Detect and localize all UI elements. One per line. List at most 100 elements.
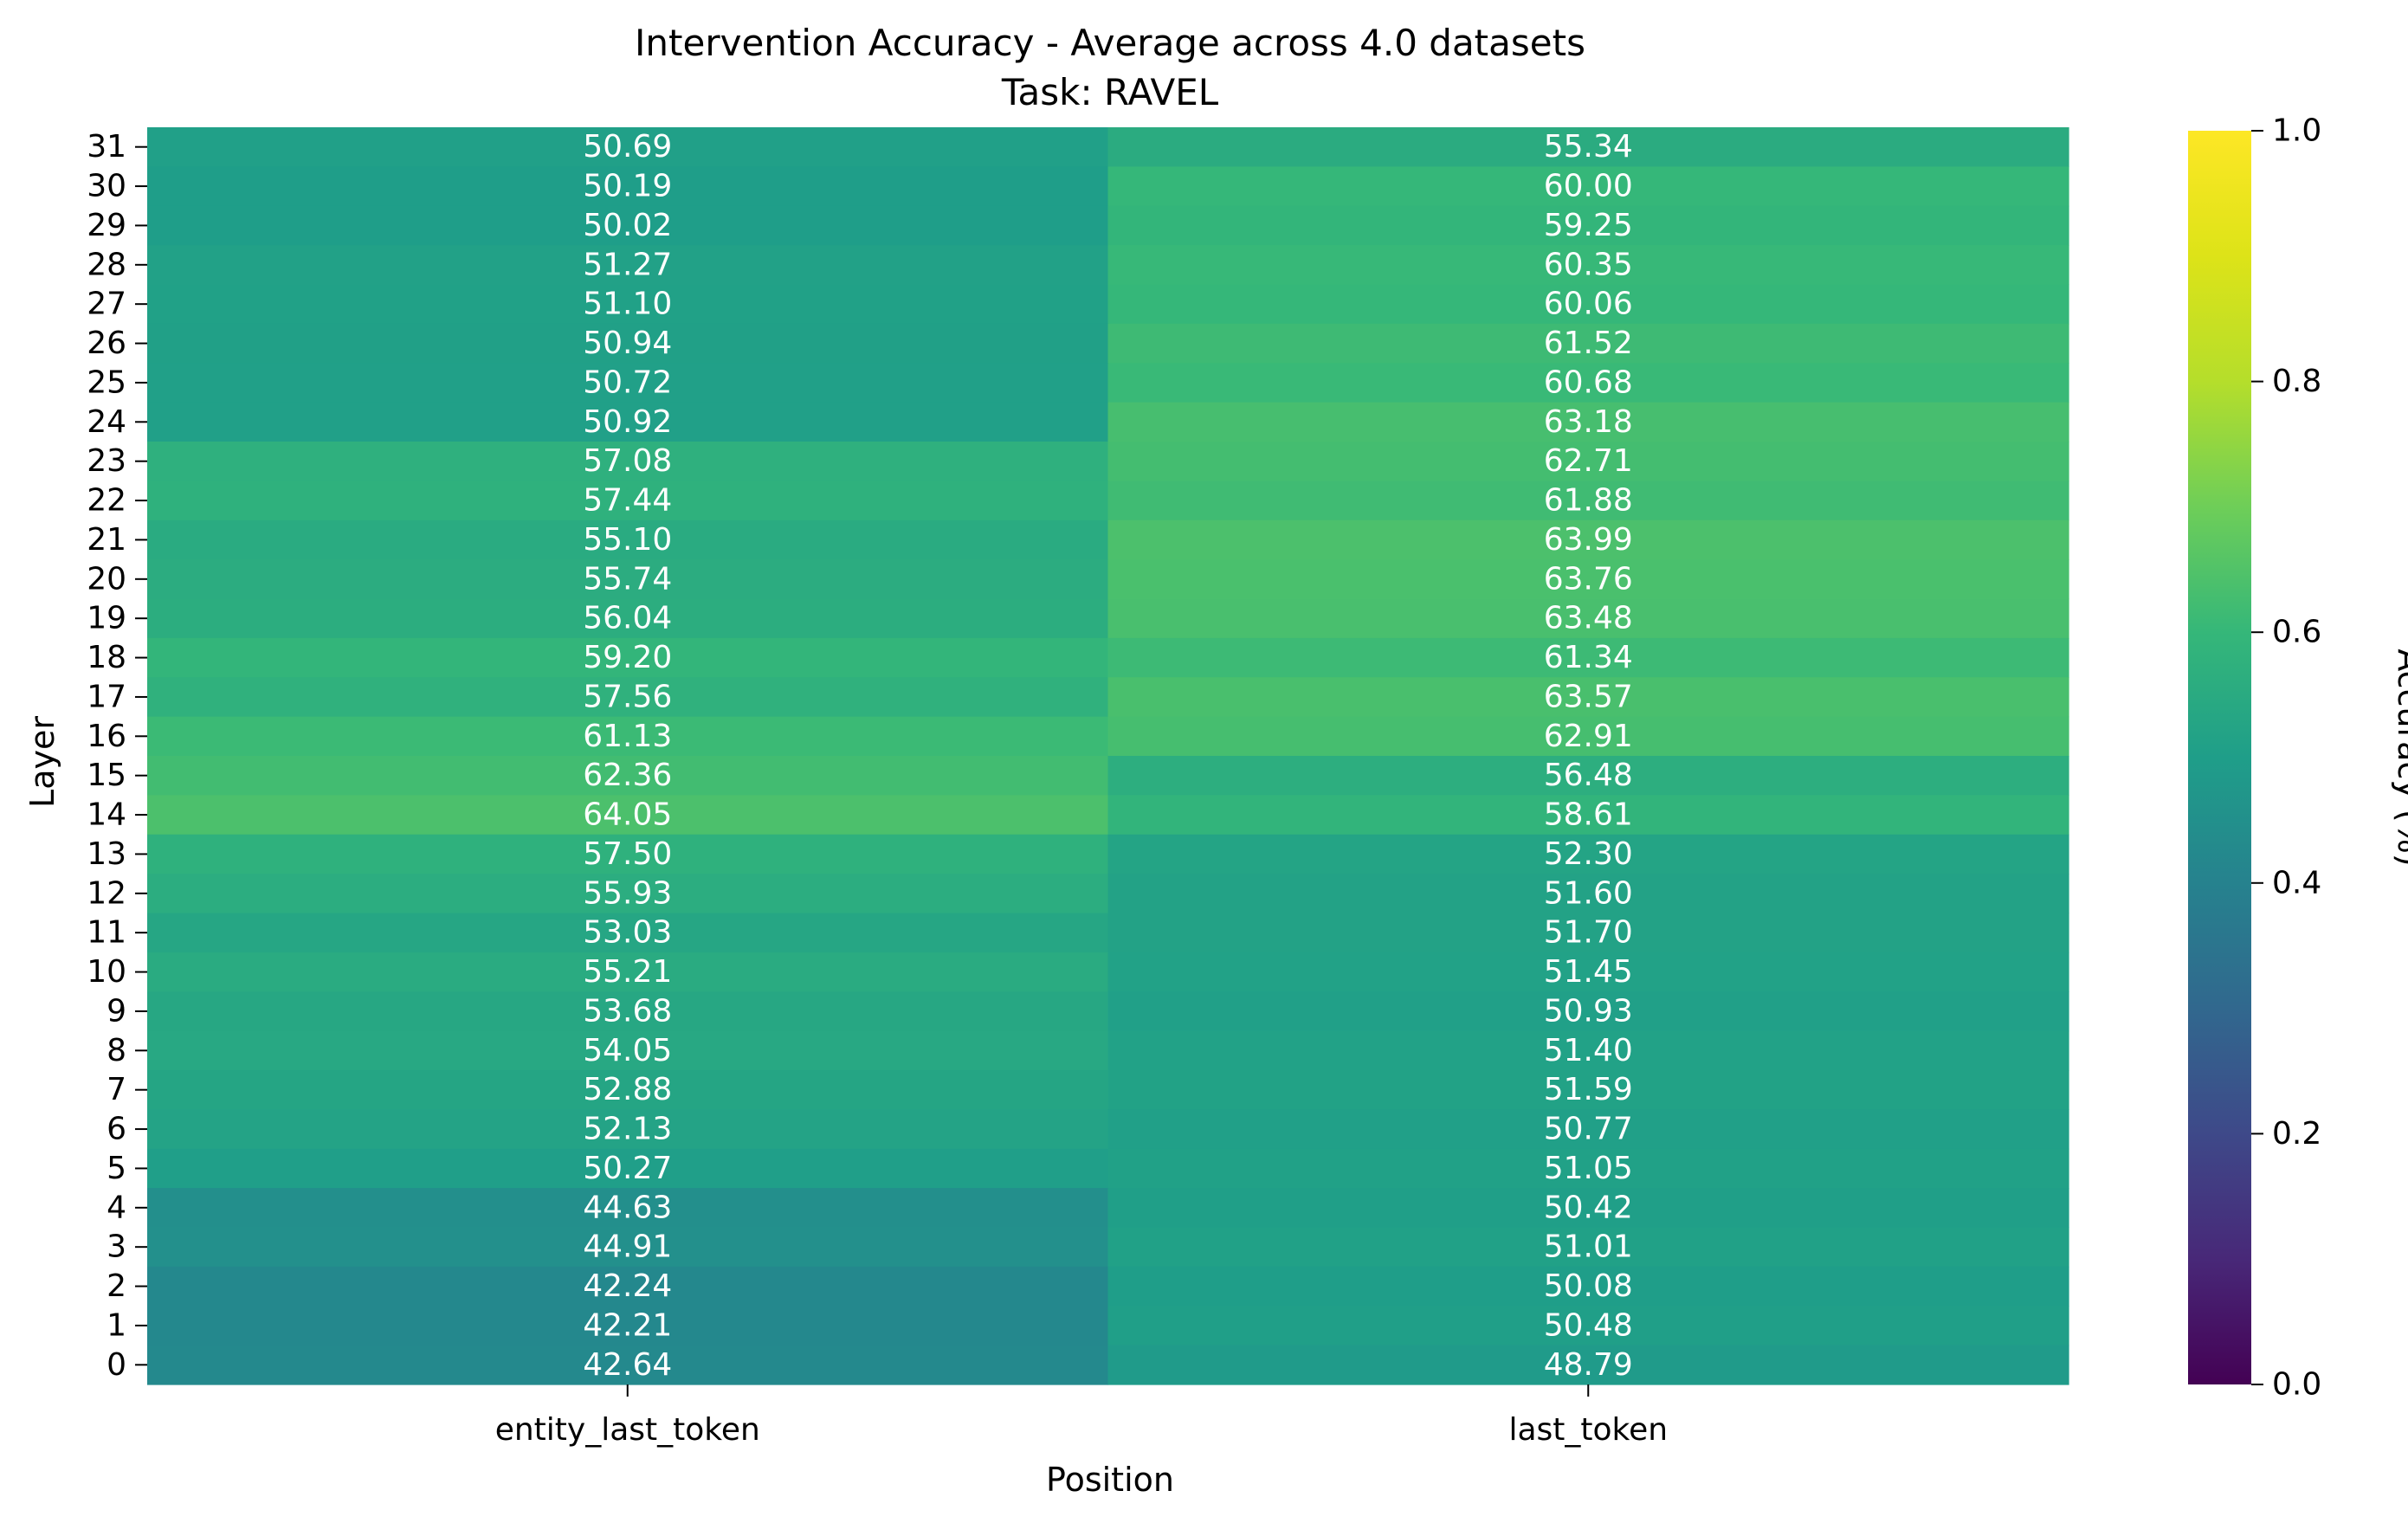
heatmap-cell <box>1107 598 2069 639</box>
colorbar-gradient <box>2188 131 2251 1384</box>
colorbar-label: Accuracy (%) <box>2391 649 2408 866</box>
cell-value-label: 50.69 <box>583 129 672 165</box>
y-tick-label: 10 <box>87 954 126 990</box>
cell-value-label: 63.18 <box>1544 404 1633 440</box>
y-tick-label: 1 <box>107 1307 126 1343</box>
heatmap-cell <box>1107 127 2069 167</box>
heatmap-cell <box>147 1227 1109 1268</box>
heatmap-cell <box>1107 1266 2069 1307</box>
colorbar-tick-label: 0.0 <box>2272 1367 2321 1403</box>
heatmap-cell <box>1107 166 2069 207</box>
cell-value-label: 63.76 <box>1544 561 1633 597</box>
cell-value-label: 60.06 <box>1544 287 1633 322</box>
cell-value-label: 59.20 <box>583 640 672 675</box>
cell-value-label: 63.99 <box>1544 522 1633 558</box>
y-tick-label: 29 <box>87 208 126 243</box>
cell-value-label: 57.44 <box>583 483 672 519</box>
cell-value-label: 55.93 <box>583 875 672 911</box>
cell-value-label: 61.88 <box>1544 483 1633 519</box>
heatmap-cell <box>147 402 1109 442</box>
cell-value-label: 51.45 <box>1544 954 1633 990</box>
cell-value-label: 44.91 <box>583 1229 672 1265</box>
cell-value-label: 55.74 <box>583 561 672 597</box>
y-tick-label: 27 <box>87 287 126 322</box>
cell-value-label: 50.08 <box>1544 1268 1633 1304</box>
heatmap-cell <box>147 1266 1109 1307</box>
cell-value-label: 50.93 <box>1544 993 1633 1029</box>
heatmap-cell <box>147 637 1109 678</box>
y-tick-label: 20 <box>87 561 126 597</box>
cell-value-label: 60.00 <box>1544 169 1633 204</box>
cell-value-label: 51.05 <box>1544 1151 1633 1186</box>
y-tick-label: 3 <box>107 1229 126 1265</box>
heatmap-cell <box>147 323 1109 364</box>
cell-value-label: 56.48 <box>1544 758 1633 793</box>
heatmap-cell <box>147 952 1109 992</box>
colorbar-tick-label: 0.8 <box>2272 364 2321 399</box>
x-tick-label: entity_last_token <box>495 1412 760 1448</box>
cell-value-label: 53.68 <box>583 993 672 1029</box>
colorbar-tick-label: 0.4 <box>2272 865 2321 900</box>
y-tick-label: 9 <box>107 993 126 1029</box>
y-tick-label: 15 <box>87 758 126 793</box>
y-tick-label: 21 <box>87 522 126 558</box>
cell-value-label: 63.57 <box>1544 679 1633 714</box>
cell-value-label: 44.63 <box>583 1190 672 1225</box>
heatmap-cells: 50.69 55.34 50.19 60.00 50.02 59.25 51.27 60.35… <box>147 127 2069 1385</box>
y-tick-label: 0 <box>107 1347 126 1383</box>
cell-value-label: 53.03 <box>583 915 672 951</box>
y-tick-label: 7 <box>107 1072 126 1107</box>
cell-value-label: 50.19 <box>583 169 672 204</box>
y-tick-label: 22 <box>87 483 126 519</box>
cell-value-label: 55.10 <box>583 522 672 558</box>
heatmap-cell <box>147 1070 1109 1110</box>
heatmap-cell <box>147 1345 1109 1385</box>
heatmap-cell <box>1107 363 2069 403</box>
cell-value-label: 50.77 <box>1544 1112 1633 1147</box>
y-tick-label: 24 <box>87 404 126 440</box>
y-tick-label: 30 <box>87 169 126 204</box>
cell-value-label: 51.60 <box>1544 875 1633 911</box>
heatmap-cell <box>147 913 1109 953</box>
heatmap-cell <box>1107 1109 2069 1150</box>
cell-value-label: 51.01 <box>1544 1229 1633 1265</box>
cell-value-label: 57.56 <box>583 679 672 714</box>
heatmap-cell <box>1107 1188 2069 1229</box>
cell-value-label: 51.40 <box>1544 1033 1633 1068</box>
heatmap-cell <box>1107 834 2069 874</box>
heatmap-cell <box>1107 716 2069 757</box>
heatmap-cell <box>147 795 1109 836</box>
cell-value-label: 50.92 <box>583 404 672 440</box>
cell-value-label: 57.50 <box>583 836 672 872</box>
cell-value-label: 50.27 <box>583 1151 672 1186</box>
heatmap-cell <box>1107 1306 2069 1346</box>
y-tick-label: 5 <box>107 1151 126 1186</box>
heatmap-cell <box>1107 874 2069 914</box>
colorbar-tick-label: 0.6 <box>2272 615 2321 650</box>
heatmap-cell <box>1107 245 2069 286</box>
heatmap-cell <box>1107 205 2069 246</box>
heatmap-cell <box>147 834 1109 874</box>
y-tick-label: 4 <box>107 1190 126 1225</box>
heatmap-cell <box>147 716 1109 757</box>
y-tick-label: 26 <box>87 326 126 361</box>
heatmap-cell <box>1107 442 2069 481</box>
y-tick-label: 8 <box>107 1033 126 1068</box>
cell-value-label: 42.21 <box>583 1307 672 1343</box>
cell-value-label: 51.70 <box>1544 915 1633 951</box>
heatmap-cell <box>147 598 1109 639</box>
cell-value-label: 61.52 <box>1544 326 1633 361</box>
cell-value-label: 61.34 <box>1544 640 1633 675</box>
y-tick-label: 6 <box>107 1112 126 1147</box>
cell-value-label: 51.59 <box>1544 1072 1633 1107</box>
heatmap-cell <box>147 284 1109 325</box>
y-tick-label: 17 <box>87 679 126 714</box>
colorbar: 0.0 0.2 0.4 0.6 0.8 1.0 Accuracy (%) <box>2188 113 2408 1403</box>
cell-value-label: 50.94 <box>583 326 672 361</box>
y-tick-label: 23 <box>87 443 126 479</box>
cell-value-label: 60.68 <box>1544 365 1633 400</box>
heatmap-cell <box>147 1306 1109 1346</box>
heatmap-cell <box>147 127 1109 167</box>
colorbar-tick-label: 0.2 <box>2272 1116 2321 1152</box>
y-tick-label: 18 <box>87 640 126 675</box>
